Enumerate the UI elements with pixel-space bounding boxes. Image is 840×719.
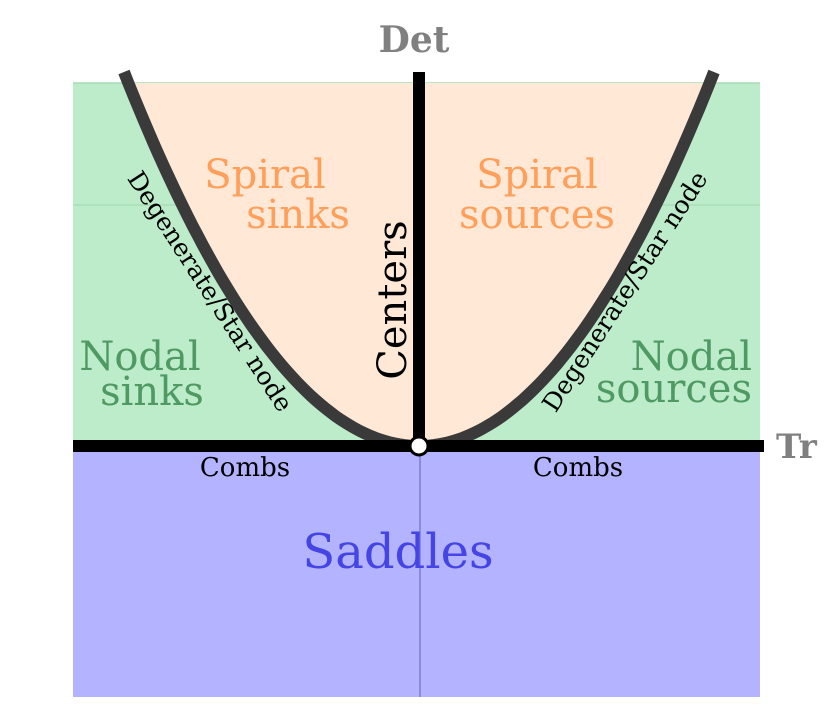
- nodal-sinks-label-line2: sinks: [100, 369, 204, 415]
- det-axis-label: Det: [379, 19, 450, 61]
- saddle-region: [73, 446, 760, 697]
- spiral-sinks-label-line1: Spiral: [204, 152, 326, 198]
- spiral-sinks-label-line2: sinks: [246, 192, 350, 238]
- origin-marker: [408, 435, 430, 457]
- saddles-label: Saddles: [302, 524, 493, 580]
- spiral-sources-label-line2: sources: [459, 192, 615, 238]
- combs-left-label: Combs: [200, 453, 290, 483]
- centers-label: Centers: [370, 220, 416, 379]
- nodal-sources-label-line1: Nodal: [631, 334, 752, 380]
- nodal-sources-label-line2: sources: [596, 366, 752, 412]
- combs-right-label: Combs: [533, 453, 623, 483]
- spiral-sources-label-line1: Spiral: [476, 152, 598, 198]
- nodal-sinks-label-line1: Nodal: [79, 334, 200, 380]
- tr-axis-label: Tr: [776, 427, 818, 467]
